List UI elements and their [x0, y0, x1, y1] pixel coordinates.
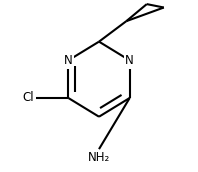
- Text: N: N: [125, 54, 134, 67]
- Text: N: N: [64, 54, 73, 67]
- Text: Cl: Cl: [23, 92, 34, 104]
- Text: NH₂: NH₂: [88, 151, 110, 164]
